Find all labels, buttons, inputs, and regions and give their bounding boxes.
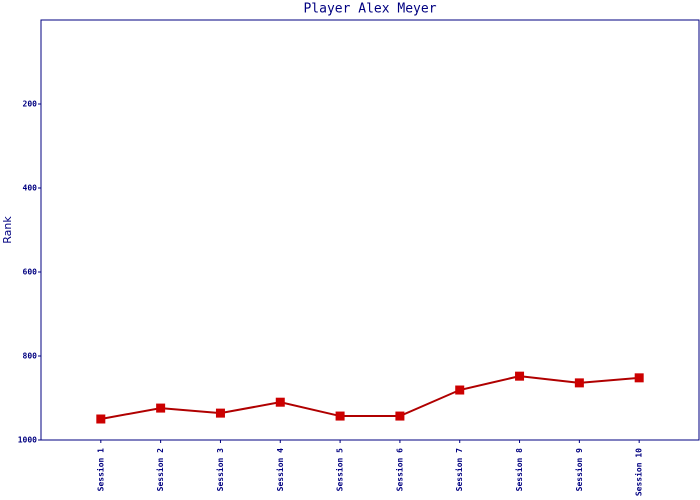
marker <box>215 408 225 418</box>
marker <box>574 378 584 388</box>
y-tick-label: 800 <box>23 352 38 361</box>
x-tick-label: Session 1 <box>95 448 105 492</box>
marker <box>515 371 525 381</box>
x-tick-label: Session 10 <box>634 448 644 496</box>
x-tick-label: Session 6 <box>394 448 404 492</box>
marker <box>634 373 644 383</box>
x-tick-label: Session 5 <box>335 448 345 492</box>
x-tick-label: Session 7 <box>454 448 464 492</box>
y-tick-label: 600 <box>23 268 38 277</box>
marker <box>156 403 166 413</box>
x-tick-label: Session 4 <box>275 448 285 492</box>
y-tick-label: 1000 <box>18 436 37 445</box>
marker <box>96 414 106 424</box>
x-tick-label: Session 3 <box>215 448 225 492</box>
marker <box>395 411 405 421</box>
data-line <box>100 375 640 420</box>
y-axis-label: Rank <box>1 216 14 244</box>
x-tick-label: Session 9 <box>574 448 584 492</box>
x-tick-label: Session 8 <box>514 448 524 492</box>
x-tick-label: Session 2 <box>155 448 165 492</box>
chart-title: Player Alex Meyer <box>303 2 436 17</box>
plot-frame <box>40 19 700 441</box>
y-tick-label: 400 <box>23 184 38 193</box>
marker <box>455 385 465 395</box>
marker <box>335 411 345 421</box>
marker <box>275 397 285 407</box>
y-tick-label: 200 <box>23 100 38 109</box>
